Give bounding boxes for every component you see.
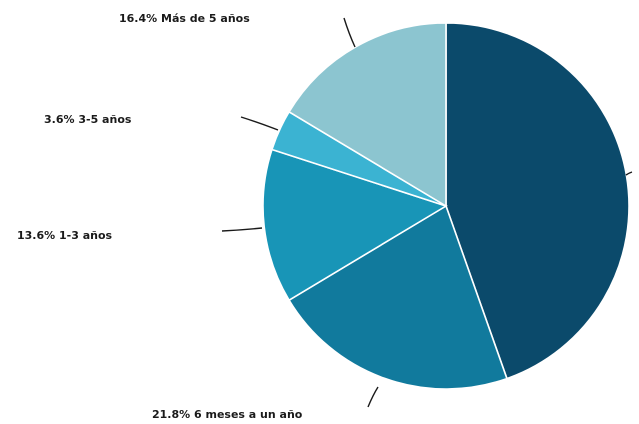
leader-line-unlabeled xyxy=(625,171,633,176)
slice-pct: 13.6% xyxy=(17,229,55,242)
leader-line-1-3-anos xyxy=(221,227,263,232)
slice-label-3-5-anos: 3.6% 3-5 años xyxy=(44,113,132,126)
slice-name: 6 meses a un año xyxy=(194,408,303,421)
pie-slice-1 xyxy=(287,204,508,390)
slice-pct: 16.4% xyxy=(119,12,157,25)
slice-name: Más de 5 años xyxy=(161,12,250,25)
leader-line-mas-de-5-anos xyxy=(343,17,356,48)
slice-name: 1-3 años xyxy=(59,229,113,242)
pie-slices xyxy=(262,22,630,390)
slice-labels: 16.4% Más de 5 años 3.6% 3-5 años 13.6% … xyxy=(17,12,303,421)
slice-label-mas-de-5-anos: 16.4% Más de 5 años xyxy=(119,12,250,25)
leader-lines xyxy=(221,17,633,408)
slice-name: 3-5 años xyxy=(78,113,132,126)
slice-pct: 3.6% xyxy=(44,113,75,126)
slice-pct: 21.8% xyxy=(152,408,190,421)
slice-label-6-meses: 21.8% 6 meses a un año xyxy=(152,408,303,421)
leader-line-6-meses xyxy=(367,386,379,408)
slice-label-1-3-anos: 13.6% 1-3 años xyxy=(17,229,113,242)
pie-slice-2 xyxy=(262,148,448,302)
leader-line-3-5-anos xyxy=(240,116,279,131)
pie-slice-4 xyxy=(287,22,447,208)
